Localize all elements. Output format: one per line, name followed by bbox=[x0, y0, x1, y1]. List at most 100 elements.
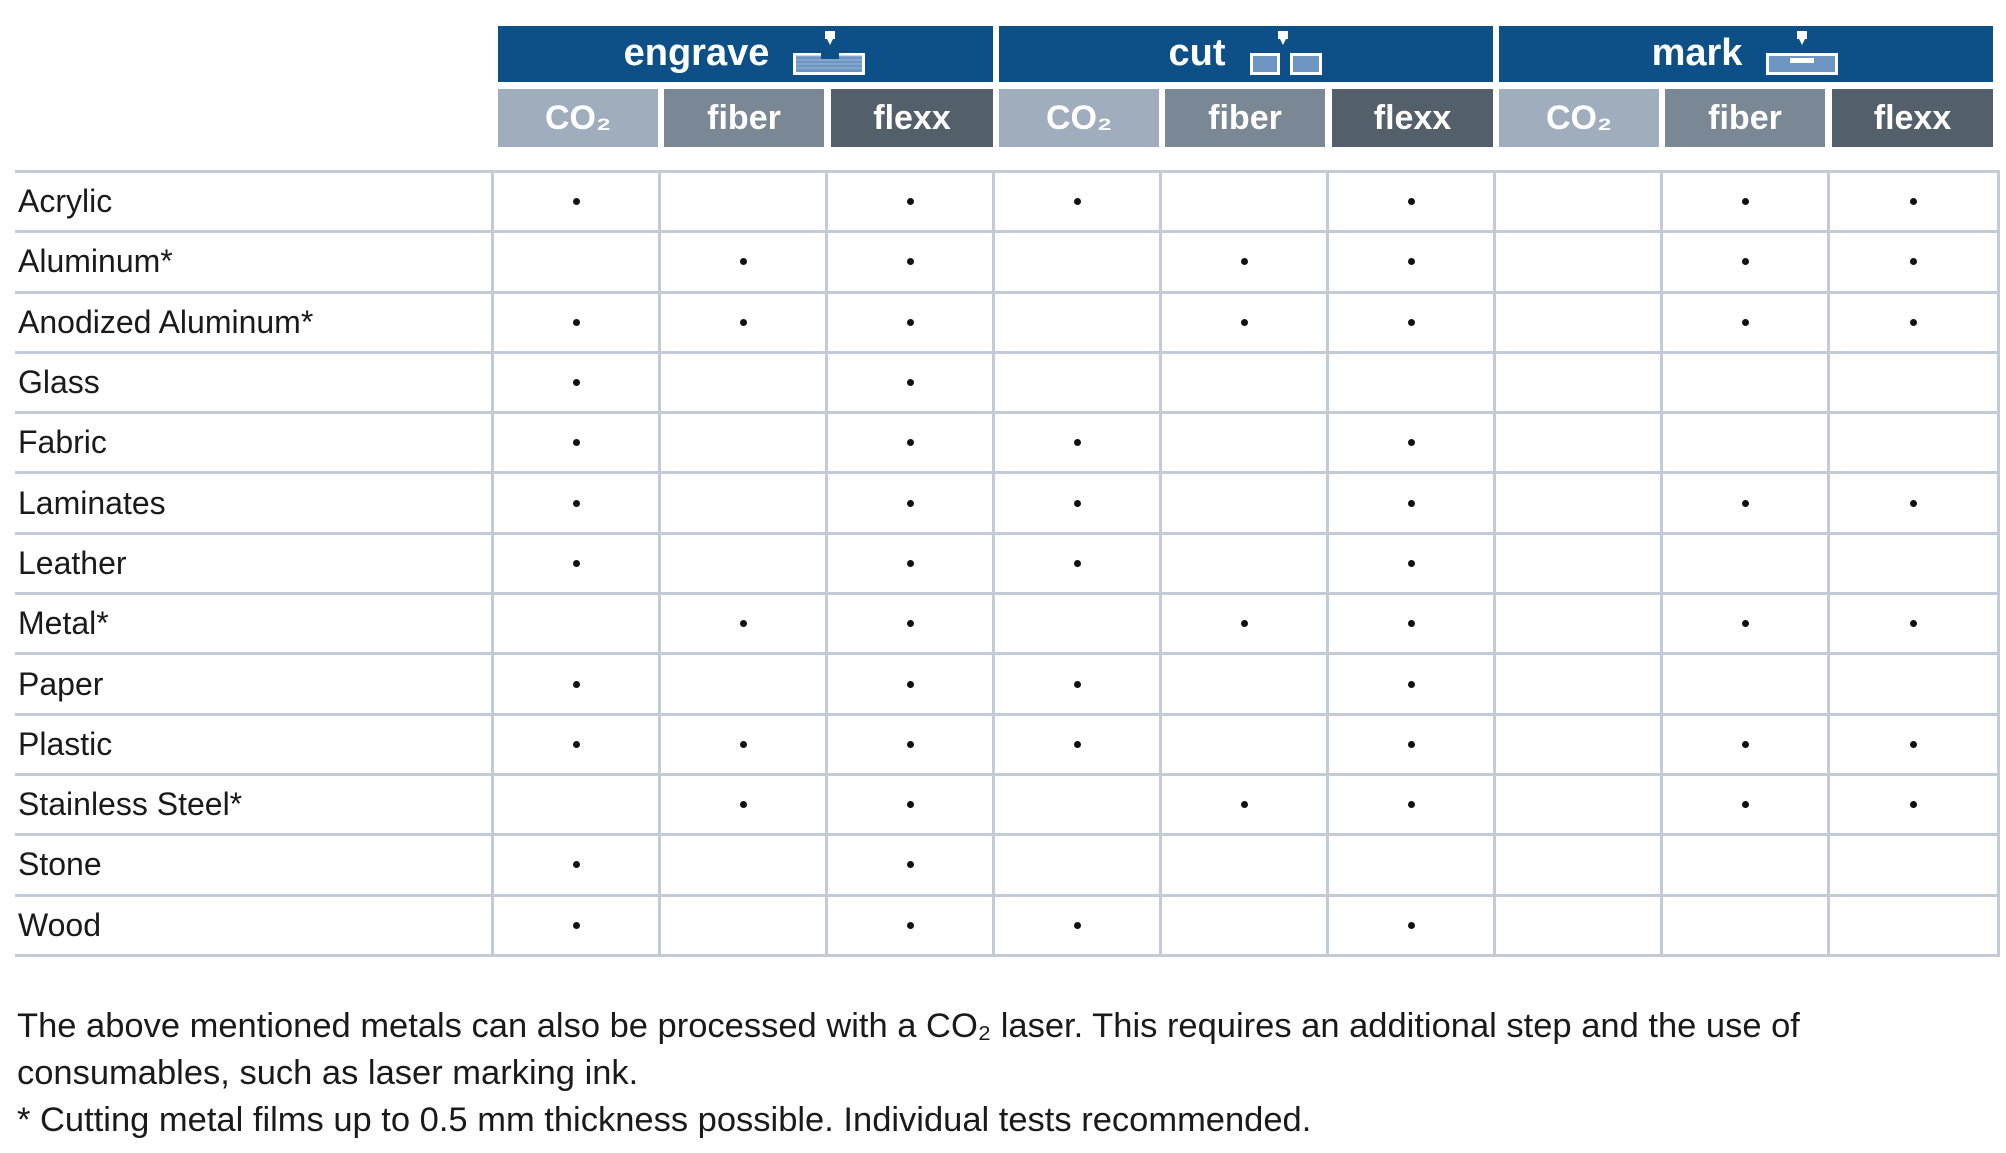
engrave-icon bbox=[793, 31, 866, 75]
table-cell bbox=[1496, 836, 1663, 894]
supported-dot bbox=[1073, 559, 1081, 567]
table-cell bbox=[828, 353, 995, 412]
table-cell bbox=[1162, 775, 1329, 834]
supported-dot bbox=[1073, 740, 1081, 748]
material-name: Glass bbox=[15, 353, 494, 412]
table-cell bbox=[1162, 896, 1329, 954]
table-cell bbox=[1162, 414, 1329, 472]
footnote-cutting-metal-films: * Cutting metal films up to 0.5 mm thick… bbox=[17, 1101, 1312, 1139]
table-cell bbox=[494, 595, 661, 653]
table-cell bbox=[1162, 655, 1329, 713]
mark-icon bbox=[1766, 31, 1839, 75]
table-cell bbox=[1329, 595, 1496, 653]
supported-dot bbox=[572, 559, 580, 567]
footnote-consumables: consumables, such as laser marking ink. bbox=[17, 1054, 639, 1092]
table-cell bbox=[828, 715, 995, 773]
table-cell bbox=[1496, 293, 1663, 351]
table-cell bbox=[1329, 353, 1496, 412]
table-cell bbox=[1663, 293, 1830, 351]
table-cell bbox=[1830, 775, 2000, 834]
table-cell bbox=[494, 655, 661, 713]
material-name: Anodized Aluminum* bbox=[15, 293, 494, 351]
supported-dot bbox=[1910, 198, 1917, 206]
table-cell bbox=[1329, 534, 1496, 593]
supported-dot bbox=[1073, 499, 1081, 507]
supported-dot bbox=[572, 439, 580, 447]
supported-dot bbox=[906, 198, 914, 206]
table-cell bbox=[1663, 233, 1830, 291]
table-cell bbox=[661, 474, 828, 532]
table-cell bbox=[1496, 534, 1663, 593]
supported-dot bbox=[1407, 801, 1415, 809]
table-cell bbox=[661, 896, 828, 954]
table-cell bbox=[1663, 775, 1830, 834]
supported-dot bbox=[906, 620, 914, 628]
supported-dot bbox=[906, 379, 914, 387]
table-row: Metal* bbox=[15, 592, 2000, 653]
table-row: Paper bbox=[15, 652, 2000, 713]
table-cell bbox=[1830, 414, 2000, 472]
table-row: Anodized Aluminum* bbox=[15, 290, 2000, 351]
supported-dot bbox=[572, 499, 580, 507]
table-cell bbox=[1830, 534, 2000, 593]
cut-co2-header: CO₂ bbox=[999, 89, 1159, 147]
supported-dot bbox=[739, 318, 747, 326]
table-cell bbox=[494, 836, 661, 894]
table-cell bbox=[995, 836, 1162, 894]
table-cell bbox=[1329, 293, 1496, 351]
table-cell bbox=[1329, 655, 1496, 713]
supported-dot bbox=[1910, 499, 1917, 507]
supported-dot bbox=[906, 680, 914, 688]
table-cell bbox=[1830, 896, 2000, 954]
table-cell bbox=[828, 896, 995, 954]
table-cell bbox=[1663, 173, 1830, 231]
cut-header: cut bbox=[999, 26, 1493, 82]
materials-table: Acrylic Aluminum* Anodized Aluminum* Glass F… bbox=[15, 170, 2000, 957]
table-cell bbox=[995, 353, 1162, 412]
engrave-header-label: engrave bbox=[623, 32, 770, 74]
table-cell bbox=[995, 233, 1162, 291]
supported-dot bbox=[1741, 499, 1749, 507]
supported-dot bbox=[1407, 439, 1415, 447]
table-cell bbox=[828, 534, 995, 593]
table-cell bbox=[828, 655, 995, 713]
supported-dot bbox=[906, 318, 914, 326]
supported-dot bbox=[1073, 680, 1081, 688]
table-cell bbox=[1663, 353, 1830, 412]
supported-dot bbox=[906, 861, 914, 869]
table-cell bbox=[1162, 474, 1329, 532]
cut-header-label: cut bbox=[1168, 32, 1226, 74]
supported-dot bbox=[572, 861, 580, 869]
supported-dot bbox=[906, 499, 914, 507]
table-cell bbox=[1496, 896, 1663, 954]
supported-dot bbox=[906, 801, 914, 809]
cut-fiber-header: fiber bbox=[1165, 89, 1325, 147]
table-cell bbox=[1830, 293, 2000, 351]
table-cell bbox=[1162, 534, 1329, 593]
table-cell bbox=[661, 715, 828, 773]
supported-dot bbox=[1240, 318, 1248, 326]
table-cell bbox=[1830, 715, 2000, 773]
table-cell bbox=[828, 595, 995, 653]
table-cell bbox=[1663, 836, 1830, 894]
table-cell bbox=[1162, 595, 1329, 653]
supported-dot bbox=[1407, 921, 1415, 929]
table-cell bbox=[1496, 173, 1663, 231]
table-cell bbox=[995, 775, 1162, 834]
table-cell bbox=[1663, 414, 1830, 472]
supported-dot bbox=[739, 620, 747, 628]
supported-dot bbox=[906, 258, 914, 266]
mark-header: mark bbox=[1499, 26, 1993, 82]
table-cell bbox=[494, 896, 661, 954]
table-cell bbox=[1329, 715, 1496, 773]
supported-dot bbox=[906, 740, 914, 748]
supported-dot bbox=[1910, 258, 1917, 266]
table-cell bbox=[494, 715, 661, 773]
table-cell bbox=[1496, 474, 1663, 532]
table-cell bbox=[1496, 595, 1663, 653]
table-cell bbox=[494, 775, 661, 834]
table-cell bbox=[1162, 293, 1329, 351]
supported-dot bbox=[572, 379, 580, 387]
material-name: Aluminum* bbox=[15, 233, 494, 291]
